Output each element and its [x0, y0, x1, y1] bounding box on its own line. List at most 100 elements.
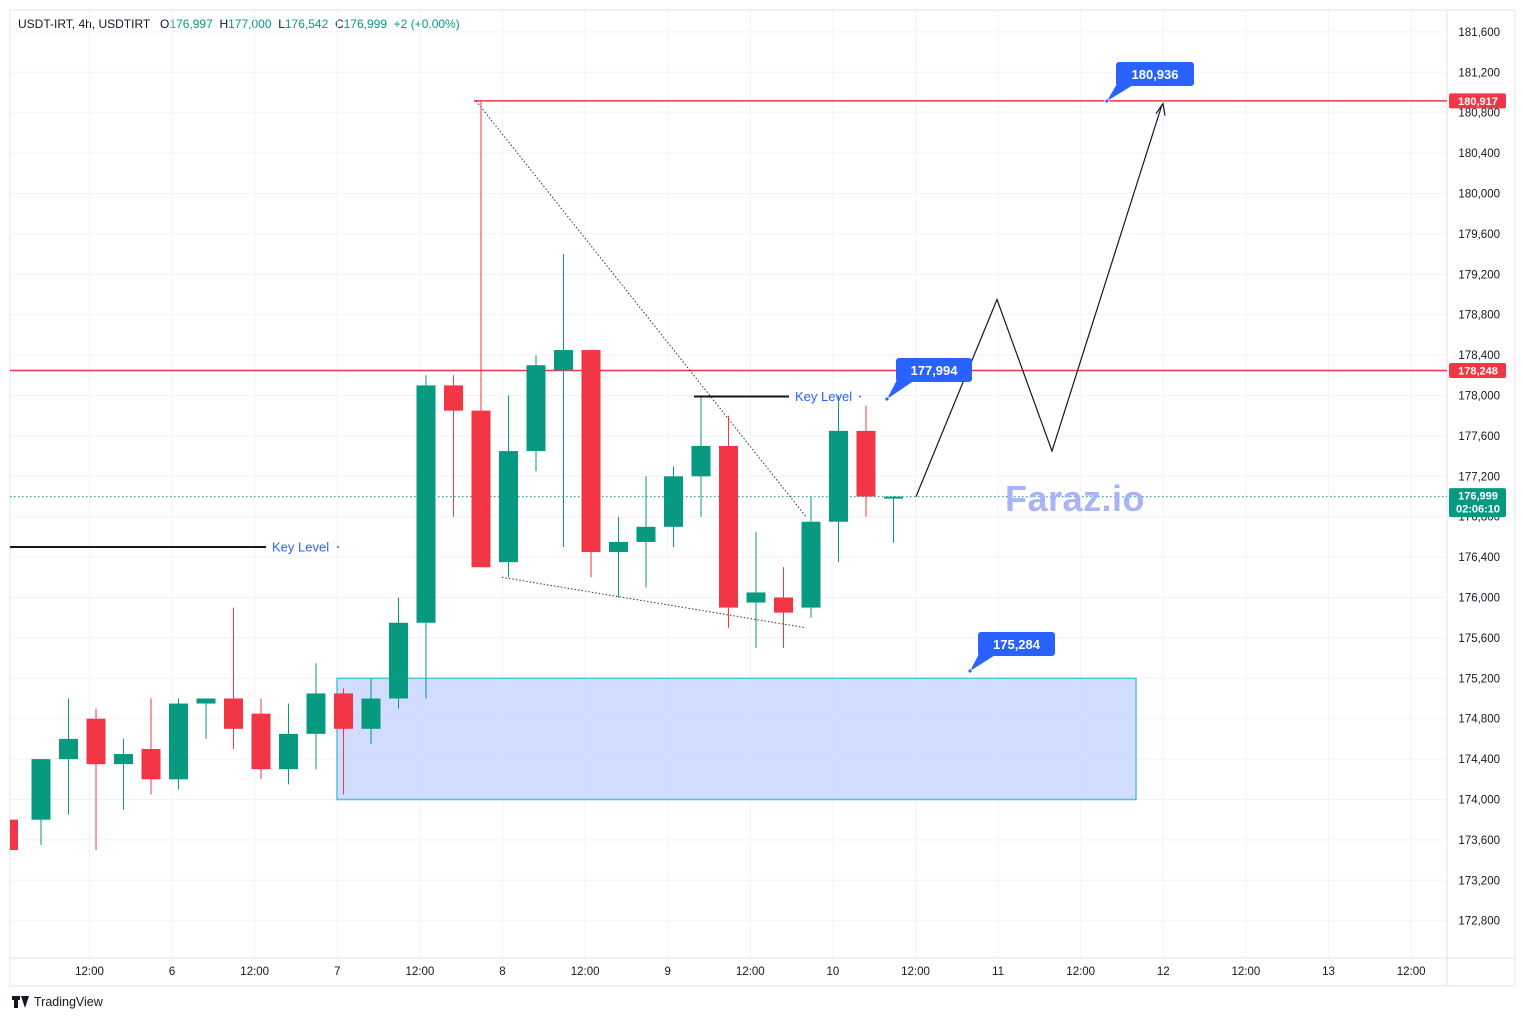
candle-down: [774, 597, 793, 613]
price-tag-label: 180,917: [1458, 96, 1498, 108]
projection-arrowhead: [1155, 102, 1166, 116]
key-level-dot: [859, 395, 861, 398]
y-tick-label: 176,000: [1458, 593, 1500, 605]
x-tick-label: 10: [827, 966, 840, 978]
callout-box: [978, 632, 1055, 656]
candle-up: [499, 451, 518, 563]
y-tick-label: 174,800: [1458, 714, 1500, 726]
trendline-upper: [475, 100, 807, 518]
watermark: Faraz.io: [1005, 478, 1146, 519]
candle-up: [416, 385, 436, 623]
callout-label: 177,994: [911, 363, 959, 378]
candle-up: [609, 541, 628, 553]
low-value: 176,542: [284, 17, 329, 31]
demand-zone: [336, 677, 1137, 801]
tradingview-brand[interactable]: TradingView: [12, 995, 103, 1009]
y-tick-label: 178,000: [1458, 391, 1500, 403]
candle-down: [10, 819, 18, 850]
y-tick-label: 178,800: [1458, 310, 1500, 322]
candle-down: [856, 430, 876, 497]
candle-up: [746, 592, 766, 603]
callout-box: [1116, 62, 1194, 86]
callout-target: 180,936: [1104, 62, 1194, 104]
y-tick-label: 177,600: [1458, 431, 1500, 443]
key-level-dot: [337, 546, 339, 548]
candle-down: [251, 713, 271, 770]
candle-up: [306, 693, 326, 734]
candle-down: [444, 385, 463, 411]
key-level-label-right: Key Level: [795, 389, 852, 404]
candle-up: [801, 521, 821, 608]
high-value: 177,000: [228, 17, 272, 31]
x-tick-label: 12:00: [571, 966, 600, 978]
y-tick-label: 175,600: [1458, 633, 1500, 645]
high-label: H: [219, 17, 229, 31]
callout-label: 175,284: [993, 637, 1041, 652]
candle-down: [471, 410, 491, 568]
candle-up: [636, 526, 656, 542]
x-tick-label: 11: [992, 966, 1004, 978]
key-level-label-left: Key Level: [272, 540, 329, 555]
y-tick-label: 181,200: [1458, 67, 1500, 79]
price-tag-box: [1449, 362, 1506, 378]
x-tick-label: 12:00: [75, 966, 104, 978]
open-label: O: [160, 17, 170, 31]
candle-down: [719, 446, 738, 608]
y-tick-label: 177,200: [1458, 471, 1500, 483]
candle-up: [114, 754, 133, 765]
low-label: L: [278, 17, 285, 31]
callout-label: 180,936: [1132, 67, 1179, 82]
change-value: +2 (+0.00%): [393, 17, 460, 31]
x-tick-label: 12:00: [901, 966, 930, 978]
candle-down: [334, 693, 353, 729]
x-tick-label: 12: [1157, 966, 1170, 978]
y-tick-label: 174,400: [1458, 754, 1500, 766]
callout-pointer: [1107, 82, 1138, 101]
candle-up: [361, 698, 381, 729]
x-tick-label: 12:00: [240, 966, 269, 978]
y-tick-label: 176,400: [1458, 552, 1500, 564]
x-tick-label: 12:00: [1066, 966, 1095, 978]
candle-up: [169, 703, 188, 780]
y-tick-label: 180,000: [1458, 189, 1500, 201]
close-label: C: [334, 17, 344, 31]
candle-up: [196, 698, 216, 704]
candle-down: [141, 749, 161, 780]
price-tag-label: 02:06:10: [1456, 504, 1500, 516]
candle-down: [581, 350, 601, 553]
y-tick-label: 180,400: [1458, 148, 1500, 160]
x-tick-label: 9: [664, 966, 670, 978]
callout-anchor: [1104, 98, 1110, 104]
candle-down: [224, 698, 243, 729]
callout-pointer: [970, 652, 1000, 671]
chart-frame: [9, 9, 1516, 987]
candle-up: [389, 622, 408, 699]
price-tag-box: [1449, 488, 1506, 518]
candles: [10, 100, 903, 850]
price-tag-label: 176,999: [1458, 491, 1498, 503]
candle-up: [279, 733, 298, 770]
tradingview-logo-icon: [12, 996, 30, 1008]
candle-up: [829, 430, 848, 522]
chart-header: USDT-IRT, 4h, USDTIRT O176,997 H177,000 …: [18, 17, 460, 31]
callout-box: [896, 358, 972, 382]
symbol-label: USDT-IRT, 4h, USDTIRT: [18, 17, 151, 31]
close-value: 176,999: [343, 17, 387, 31]
callout-anchor: [967, 668, 973, 674]
x-tick-label: 6: [169, 966, 175, 978]
open-value: 176,997: [169, 17, 213, 31]
price-tag-label: 178,248: [1458, 365, 1498, 377]
projection-path: [915, 104, 1163, 497]
y-tick-label: 173,600: [1458, 835, 1500, 847]
x-tick-label: 12:00: [736, 966, 765, 978]
y-tick-label: 180,800: [1458, 108, 1500, 120]
trendline-lower: [501, 576, 807, 629]
candle-up: [554, 350, 573, 371]
callout-zone-top: 175,284: [967, 632, 1055, 674]
y-tick-label: 175,200: [1458, 673, 1500, 685]
candle-up: [526, 365, 546, 452]
y-tick-label: 181,600: [1458, 27, 1500, 39]
x-tick-label: 8: [499, 966, 505, 978]
